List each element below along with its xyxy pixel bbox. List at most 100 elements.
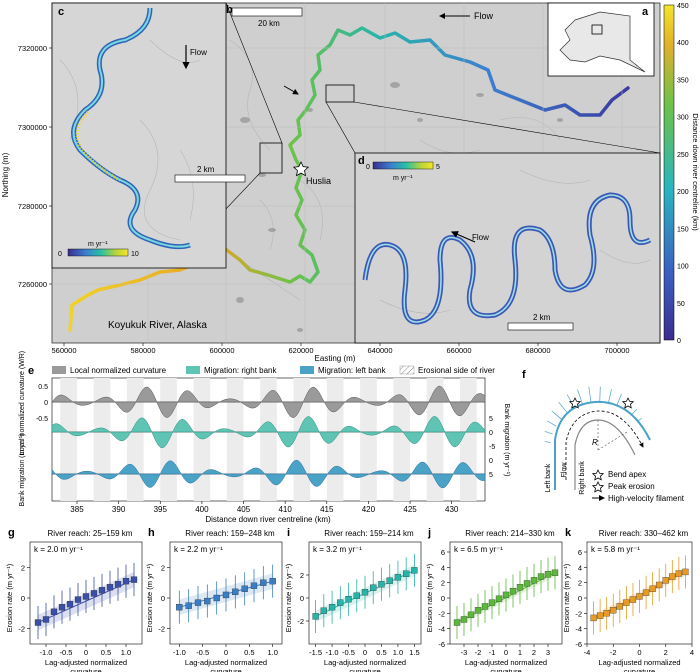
reach-title: River reach: 159–214 km xyxy=(324,529,414,538)
ytick-label: 2 xyxy=(578,579,582,588)
xtick-label: 0.5 xyxy=(244,648,254,657)
filament-path xyxy=(565,410,644,480)
k-value: k = 5.8 m yr⁻¹ xyxy=(591,545,640,554)
erosion-hatch xyxy=(616,393,622,406)
erosional-band xyxy=(93,378,111,501)
xtick-label: -1.0 xyxy=(326,648,339,657)
data-point xyxy=(66,600,74,608)
panel-e: e Local normalized curvature Migration: … xyxy=(19,351,510,524)
colorbar-tick-label: 200 xyxy=(677,189,689,196)
xtick-label: -2 xyxy=(475,648,482,657)
data-point xyxy=(481,603,489,610)
data-point xyxy=(130,576,138,583)
river-label: Koyukuk River, Alaska xyxy=(108,320,207,331)
erosion-hatch xyxy=(588,386,592,403)
ytick-label: 0 xyxy=(441,594,445,603)
inset-c-bg xyxy=(51,2,227,269)
colorbar-label: Distance down river centreline (km) xyxy=(691,113,700,231)
legend-filament: High-velocity filament xyxy=(608,494,685,503)
data-point xyxy=(629,596,637,603)
data-point xyxy=(537,573,545,580)
data-point xyxy=(403,570,410,577)
data-point xyxy=(250,582,258,589)
colorbar-d xyxy=(372,161,434,170)
ytick-label: 4 xyxy=(578,563,582,572)
e-right-tick-label: -5 xyxy=(489,444,495,451)
ytick-label: 2 xyxy=(441,579,445,588)
colorbar-tick-label: 0 xyxy=(677,338,681,345)
ytick-label: -2 xyxy=(438,609,445,618)
panel-label-e: e xyxy=(28,365,34,377)
ytick-label: -6 xyxy=(438,640,445,649)
xtick-label: 1.0 xyxy=(121,648,131,657)
data-point xyxy=(353,592,360,599)
reach-title: River reach: 25–159 km xyxy=(48,529,133,538)
radius-label: R xyxy=(592,438,598,447)
xlabel: Lag-adjusted normalized xyxy=(185,658,267,667)
northing-tick-label: 7280000 xyxy=(18,202,47,211)
data-point xyxy=(509,587,517,595)
zoom-box-c xyxy=(259,142,283,174)
colorbar-tick-label: 300 xyxy=(677,115,689,122)
e-xtick-label: 390 xyxy=(112,505,126,514)
data-point xyxy=(386,577,393,584)
ytick-label: 2 xyxy=(21,563,25,572)
erosional-band xyxy=(426,378,444,501)
data-point xyxy=(58,604,66,611)
flow-label-d: Flow xyxy=(472,233,489,242)
ylabel: Erosion rate (m yr⁻¹) xyxy=(5,563,14,632)
xlabel-line2: curvature xyxy=(210,667,241,672)
erosional-band xyxy=(226,378,244,501)
cb-d-max: 5 xyxy=(436,164,440,171)
ytick-label: -2 xyxy=(18,625,25,634)
data-point xyxy=(495,595,503,602)
alaska-outline xyxy=(559,11,646,73)
xtick-label: 0 xyxy=(363,648,367,657)
xtick-label: -3 xyxy=(461,648,468,657)
erosional-band xyxy=(393,378,411,501)
panel-e-ylabel-top: Local normalized curvature (W/R) xyxy=(19,351,26,455)
legend-right-swatch xyxy=(186,366,200,374)
e-xtick-label: 425 xyxy=(403,505,417,514)
data-point xyxy=(74,596,82,603)
data-point xyxy=(122,577,130,585)
colorbar-main xyxy=(663,4,675,341)
panel-label-k: k xyxy=(565,527,572,539)
xlabel: Lag-adjusted normalized xyxy=(598,658,680,667)
erosion-hatch xyxy=(608,389,612,404)
xlabel: Lag-adjusted normalized xyxy=(465,658,547,667)
apex-star-icon xyxy=(568,397,582,409)
erosion-hatch xyxy=(558,401,568,414)
flow-label-f: Flow xyxy=(561,462,568,478)
colorbar-tick-label: 450 xyxy=(677,3,689,10)
xtick-label: 0 xyxy=(84,648,88,657)
panel-label-d: d xyxy=(358,155,365,167)
scatter-panels: g River reach: 25–159 km k = 2.0 m yr⁻¹ -1.… xyxy=(5,527,694,672)
e-right-tick-label: 5 xyxy=(489,472,493,479)
northing-tick-label: 7300000 xyxy=(18,123,47,132)
data-point xyxy=(114,581,122,588)
data-point xyxy=(328,604,336,611)
data-point xyxy=(194,599,202,606)
data-point xyxy=(34,619,42,626)
inset-panel-d: Flow 2 km 0 5 m yr⁻¹ d xyxy=(354,152,661,344)
cb-c-min: 0 xyxy=(58,251,62,258)
data-point xyxy=(213,594,220,602)
xtick-label: 1.0 xyxy=(267,648,277,657)
k-value: k = 3.2 m yr⁻¹ xyxy=(313,545,362,554)
data-point xyxy=(411,567,418,574)
colorbar-tick-label: 250 xyxy=(677,152,689,159)
data-point xyxy=(82,593,90,600)
data-point xyxy=(185,602,192,609)
colorbar-tick-label: 350 xyxy=(677,77,689,84)
map-axes: 560000 580000 600000 620000 640000 660000 6800… xyxy=(1,44,630,363)
xtick-label: -2 xyxy=(610,648,617,657)
xtick-label: -0.5 xyxy=(196,648,209,657)
e-right-tick-label: 5 xyxy=(489,416,493,423)
data-point xyxy=(106,584,114,591)
e-right-tick-label: 0 xyxy=(489,430,493,437)
easting-tick-label: 580000 xyxy=(130,346,155,355)
xtick-label: -1 xyxy=(489,648,496,657)
data-point xyxy=(623,599,630,606)
